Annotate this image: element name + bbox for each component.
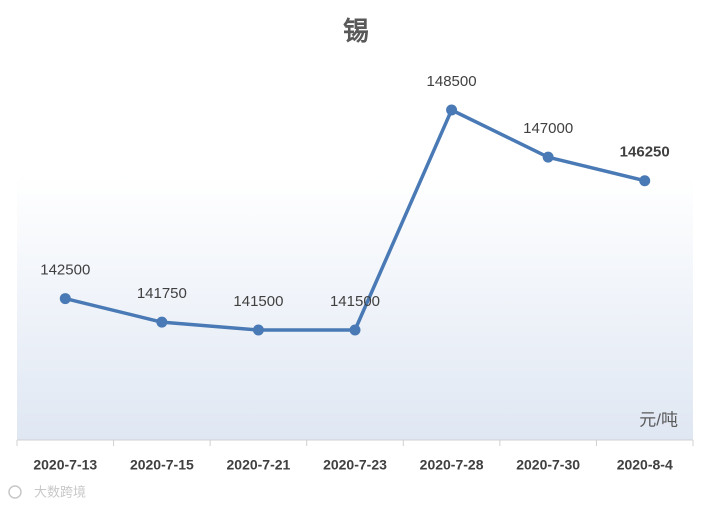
data-label: 148500 — [427, 73, 477, 90]
point — [639, 175, 651, 187]
x-tick-label: 2020-7-23 — [323, 457, 387, 473]
data-label: 146250 — [620, 144, 670, 161]
data-label: 141500 — [330, 293, 380, 310]
point — [542, 151, 554, 163]
data-label: 141750 — [137, 285, 187, 302]
unit-label: 元/吨 — [639, 410, 678, 429]
x-tick-label: 2020-7-30 — [516, 457, 580, 473]
data-label: 142500 — [40, 262, 90, 279]
point — [156, 316, 168, 328]
point — [59, 293, 71, 305]
x-tick-label: 2020-8-4 — [617, 457, 673, 473]
watermark: 大数跨境 — [34, 484, 86, 499]
x-tick-label: 2020-7-13 — [33, 457, 97, 473]
x-tick-label: 2020-7-28 — [420, 457, 484, 473]
data-label: 147000 — [523, 120, 573, 137]
data-label: 141500 — [233, 293, 283, 310]
point — [446, 104, 458, 116]
point — [349, 324, 361, 336]
x-tick-label: 2020-7-21 — [227, 457, 291, 473]
watermark-logo — [8, 485, 22, 499]
plot-background — [17, 175, 693, 440]
point — [252, 324, 264, 336]
chart-title: 锡 — [343, 16, 369, 46]
x-tick-label: 2020-7-15 — [130, 457, 194, 473]
